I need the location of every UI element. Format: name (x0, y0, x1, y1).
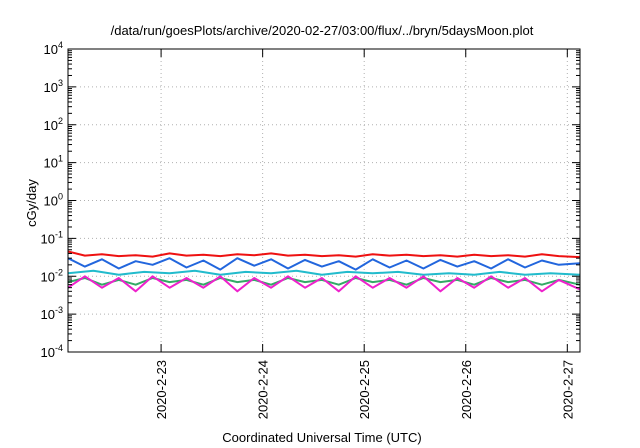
x-tick-label: 2020-2-27 (560, 360, 575, 419)
y-tick-label: 104 (44, 40, 63, 57)
y-tick-label: 100 (44, 192, 63, 209)
ticks (68, 48, 580, 353)
y-tick-label: 10-2 (41, 267, 63, 284)
y-tick-label: 10-1 (41, 229, 63, 246)
x-tick-label: 2020-2-24 (256, 360, 271, 419)
y-tick-labels: 10-4 10-3 10-2 10-1 100 101 102 103 104 (41, 40, 63, 360)
series-line (67, 275, 581, 293)
x-tick-label: 2020-2-25 (357, 360, 372, 419)
series-line (67, 269, 581, 276)
x-tick-labels: 2020-2-23 2020-2-24 2020-2-25 2020-2-26 2020… (154, 360, 575, 419)
x-tick-label: 2020-2-26 (459, 360, 474, 419)
x-axis-label: Coordinated Universal Time (UTC) (222, 430, 421, 445)
series-layer (67, 250, 581, 293)
grid (68, 49, 580, 352)
x-tick-label: 2020-2-23 (154, 360, 169, 419)
series-line (67, 257, 581, 271)
series-line (67, 250, 581, 259)
y-tick-label: 10-4 (41, 343, 63, 360)
y-tick-label: 10-3 (41, 305, 63, 322)
chart-title: /data/run/goesPlots/archive/2020-02-27/0… (111, 23, 534, 38)
y-axis-label: cGy/day (24, 179, 39, 227)
y-tick-label: 103 (44, 78, 63, 95)
series-line (67, 277, 581, 286)
y-tick-label: 102 (44, 116, 63, 133)
y-tick-label: 101 (44, 154, 63, 171)
